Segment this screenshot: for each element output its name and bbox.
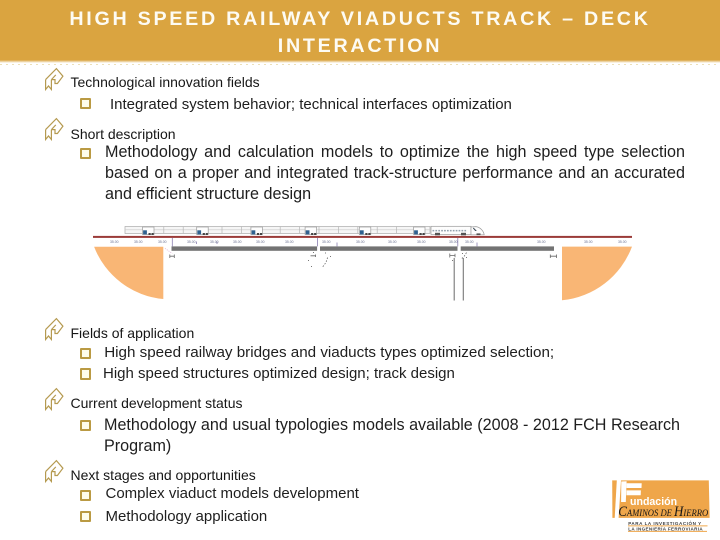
svg-text:35.00: 35.00 [465, 240, 474, 244]
svg-text:35.00: 35.00 [110, 240, 119, 244]
svg-text:35.00: 35.00 [210, 240, 219, 244]
svg-text:35.00: 35.00 [187, 240, 196, 244]
svg-text:35.00: 35.00 [584, 240, 593, 244]
svg-text:CAMINOS DE HIERRO: CAMINOS DE HIERRO [618, 504, 708, 520]
svg-text:35.00: 35.00 [618, 240, 627, 244]
svg-text:35.00: 35.00 [417, 240, 426, 244]
svg-text:35.00: 35.00 [233, 240, 242, 244]
svg-text:35.00: 35.00 [285, 240, 294, 244]
svg-text:35.00: 35.00 [356, 240, 365, 244]
svg-text:35.00: 35.00 [322, 240, 331, 244]
svg-text:LA INGENIERÍA FERROVIARIA: LA INGENIERÍA FERROVIARIA [628, 524, 703, 531]
svg-text:35.00: 35.00 [449, 240, 458, 244]
svg-text:PARA LA INVESTIGACIÓN Y: PARA LA INVESTIGACIÓN Y [628, 519, 702, 526]
svg-text:35.00: 35.00 [537, 240, 546, 244]
svg-text:undación: undación [630, 496, 677, 508]
svg-text:35.00: 35.00 [388, 240, 397, 244]
svg-text:35.00: 35.00 [134, 240, 143, 244]
svg-text:35.00: 35.00 [256, 240, 265, 244]
svg-text:35.00: 35.00 [158, 240, 167, 244]
